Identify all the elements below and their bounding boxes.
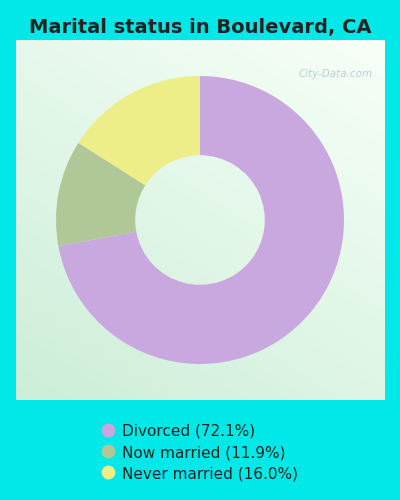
Text: Marital status in Boulevard, CA: Marital status in Boulevard, CA [29,18,371,36]
Wedge shape [56,143,145,246]
Text: City-Data.com: City-Data.com [299,69,373,79]
Legend: Divorced (72.1%), Now married (11.9%), Never married (16.0%): Divorced (72.1%), Now married (11.9%), N… [102,424,298,481]
Wedge shape [58,76,344,364]
Wedge shape [78,76,200,186]
